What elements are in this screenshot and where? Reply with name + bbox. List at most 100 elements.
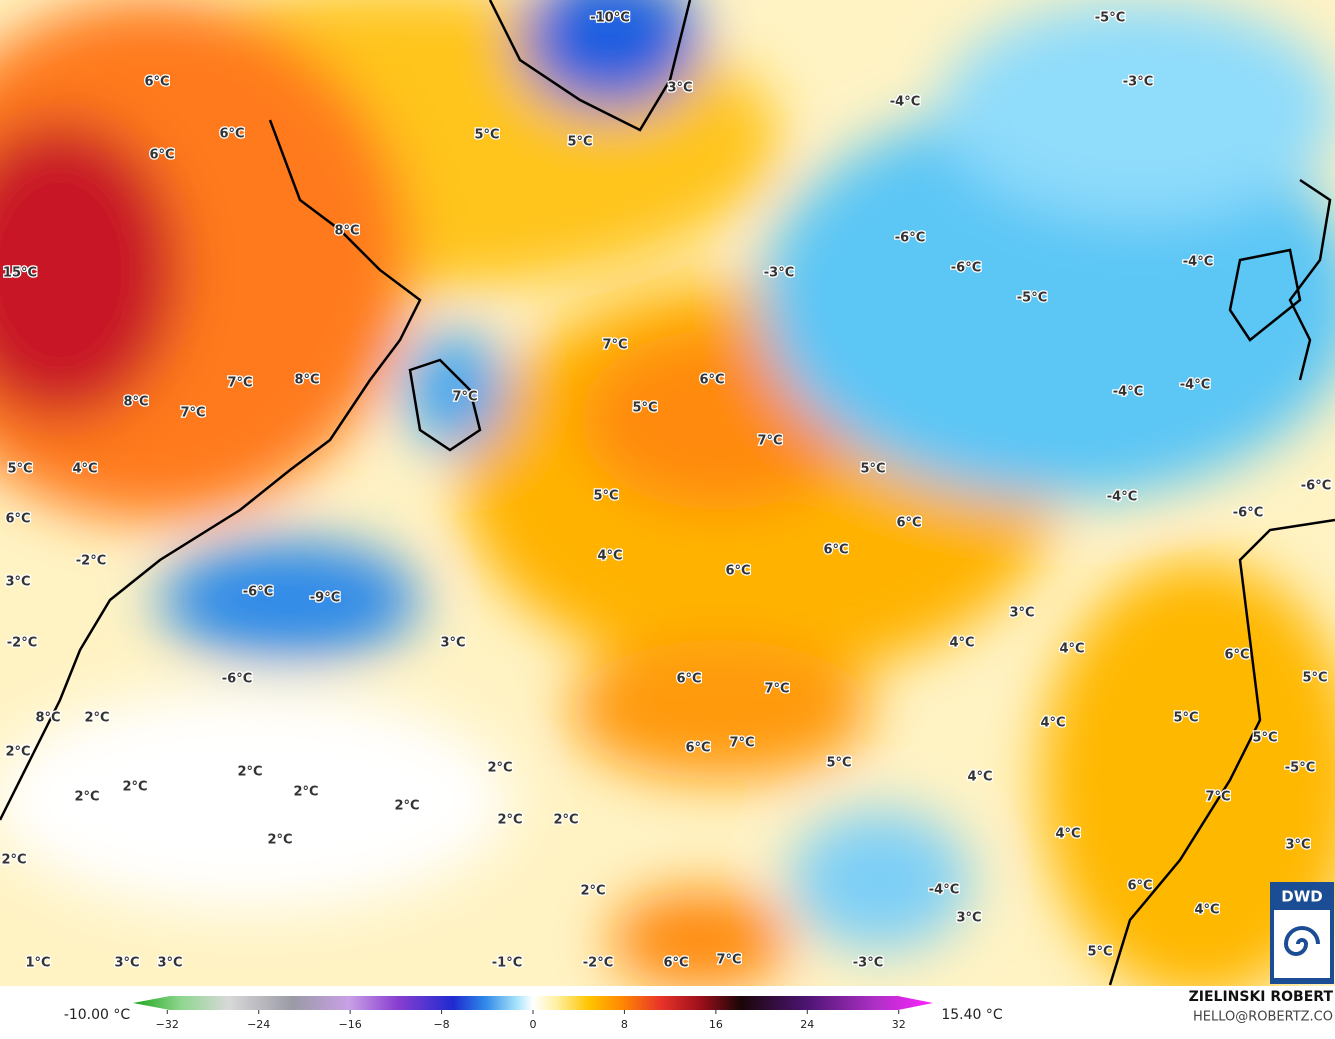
temperature-label: 2°C	[1, 853, 26, 868]
temperature-label: 5°C	[826, 756, 851, 771]
temperature-label: 5°C	[1087, 945, 1112, 960]
temperature-label: 7°C	[716, 953, 741, 968]
temperature-label: -5°C	[1095, 11, 1125, 26]
credits: ZIELINSKI ROBERT HELLO@ROBERTZ.CO	[1189, 989, 1334, 1025]
temperature-label: -3°C	[853, 956, 883, 971]
temperature-label: 4°C	[597, 549, 622, 564]
colorbar-tick-label: 16	[709, 1018, 723, 1031]
temperature-label: 6°C	[149, 148, 174, 163]
temperature-label: 3°C	[1285, 838, 1310, 853]
temperature-label: 4°C	[1194, 903, 1219, 918]
temperature-label: 3°C	[667, 81, 692, 96]
temperature-label: 6°C	[1224, 648, 1249, 663]
temperature-label: 5°C	[7, 462, 32, 477]
temperature-label: 2°C	[84, 711, 109, 726]
temperature-label: 5°C	[567, 135, 592, 150]
temperature-label: -9°C	[310, 591, 340, 606]
temperature-label: 2°C	[487, 761, 512, 776]
temperature-label: 4°C	[72, 462, 97, 477]
temperature-label: 8°C	[35, 711, 60, 726]
author-name: ZIELINSKI ROBERT	[1189, 989, 1334, 1005]
coastlines	[0, 0, 1335, 986]
temperature-label: -10°C	[590, 11, 630, 26]
colorbar-min-label: -10.00 °C	[64, 1007, 131, 1023]
temperature-label: 15°C	[3, 266, 37, 281]
colorbar-ticks: −32 −24 −16 −8 0 8 16 24 32	[156, 1010, 906, 1031]
temperature-label: -4°C	[1183, 255, 1213, 270]
temperature-label: 4°C	[1059, 642, 1084, 657]
temperature-label: 3°C	[157, 956, 182, 971]
temperature-label: 7°C	[452, 390, 477, 405]
temperature-label: 2°C	[122, 780, 147, 795]
temperature-label: 7°C	[764, 682, 789, 697]
colorbar-max-label: 15.40 °C	[941, 1007, 1003, 1023]
temperature-label: 2°C	[5, 745, 30, 760]
temperature-label: 5°C	[632, 401, 657, 416]
temperature-label: -6°C	[1301, 479, 1331, 494]
temperature-label: -2°C	[76, 554, 106, 569]
temperature-label: 2°C	[553, 813, 578, 828]
temperature-label: -6°C	[951, 261, 981, 276]
temperature-label: 3°C	[114, 956, 139, 971]
temperature-label: 6°C	[685, 741, 710, 756]
temperature-label: 8°C	[334, 224, 359, 239]
temperature-label: -6°C	[222, 672, 252, 687]
temperature-label: -4°C	[890, 95, 920, 110]
temperature-label: 2°C	[293, 785, 318, 800]
temperature-label: -6°C	[1233, 506, 1263, 521]
temperature-label: 6°C	[219, 127, 244, 142]
temperature-label: 7°C	[227, 376, 252, 391]
temperature-label: 6°C	[699, 373, 724, 388]
temperature-label: 7°C	[1205, 790, 1230, 805]
temperature-label: 8°C	[123, 395, 148, 410]
temperature-label: 2°C	[497, 813, 522, 828]
temperature-label: 7°C	[729, 736, 754, 751]
colorbar-ramp	[133, 996, 933, 1010]
map-field	[0, 0, 1335, 986]
colorbar-tick-label: −24	[247, 1018, 270, 1031]
temperature-label: 2°C	[267, 833, 292, 848]
temperature-label: 7°C	[602, 338, 627, 353]
temperature-label: 3°C	[5, 575, 30, 590]
temperature-label: 6°C	[823, 543, 848, 558]
temperature-label: 7°C	[180, 406, 205, 421]
temperature-label: 2°C	[580, 884, 605, 899]
author-contact: HELLO@ROBERTZ.CO	[1193, 1010, 1333, 1025]
temperature-label: -4°C	[929, 883, 959, 898]
temperature-label: 2°C	[237, 765, 262, 780]
logo-inner	[1274, 910, 1330, 978]
temperature-label: -4°C	[1113, 385, 1143, 400]
temperature-label: 6°C	[5, 512, 30, 527]
temperature-label: 6°C	[725, 564, 750, 579]
temperature-label: -3°C	[1123, 75, 1153, 90]
temperature-label: 5°C	[1252, 731, 1277, 746]
temperature-label: -2°C	[583, 956, 613, 971]
temperature-label: 2°C	[394, 799, 419, 814]
temperature-label: -5°C	[1017, 291, 1047, 306]
logo-swirl	[1283, 926, 1320, 956]
temperature-label: 5°C	[1302, 671, 1327, 686]
temperature-label: 3°C	[440, 636, 465, 651]
temperature-label: 6°C	[896, 516, 921, 531]
temperature-label: -6°C	[243, 585, 273, 600]
temperature-label: 1°C	[25, 956, 50, 971]
colorbar-tick-label: 8	[621, 1018, 628, 1031]
temperature-label: 6°C	[1127, 879, 1152, 894]
temperature-label: -6°C	[895, 231, 925, 246]
temperature-label: 4°C	[949, 636, 974, 651]
temperature-labels: -10°C -5°C -3°C -4°C 3°C 5°C 5°C 6°C 6°C 6°C 8°C 15…	[0, 9, 1332, 972]
colorbar-tick-label: −8	[433, 1018, 449, 1031]
temperature-label: 5°C	[1173, 711, 1198, 726]
temperature-label: 4°C	[1040, 716, 1065, 731]
temperature-label: 4°C	[1055, 827, 1080, 842]
temperature-label: -5°C	[1285, 761, 1315, 776]
temperature-label: 7°C	[757, 434, 782, 449]
temperature-label: 5°C	[474, 128, 499, 143]
colorbar-tick-label: −16	[339, 1018, 362, 1031]
temperature-label: 4°C	[967, 770, 992, 785]
temperature-label: -2°C	[7, 636, 37, 651]
colorbar-tick-label: 0	[530, 1018, 537, 1031]
colorbar-tick-label: 24	[800, 1018, 814, 1031]
colorbar-tick-label: 32	[892, 1018, 906, 1031]
temperature-label: -4°C	[1107, 490, 1137, 505]
